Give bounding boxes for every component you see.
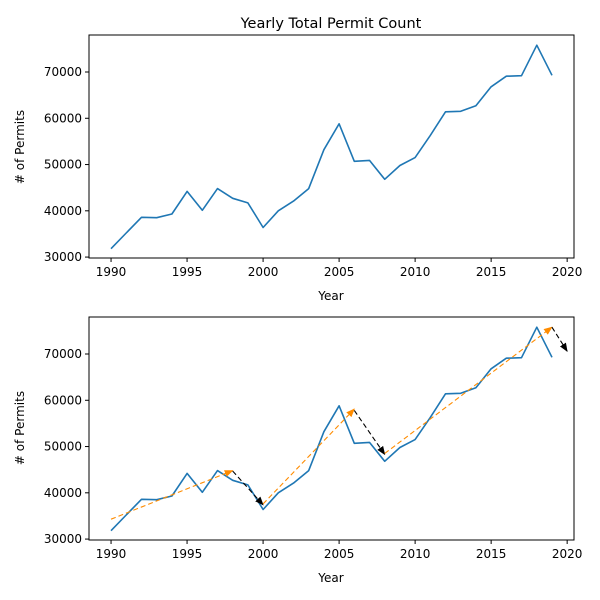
top-chart-data-point [475,105,477,107]
bottom-chart-x-tick-label: 1995 [172,547,203,561]
top-chart-data-point [551,74,553,76]
top-chart-data-point [368,159,370,161]
bottom-chart-data-point [247,484,249,486]
bottom-chart-data-point [551,356,553,358]
top-chart-data-point [155,217,157,219]
bottom-chart-y-tick-label: 40000 [44,486,82,500]
top-chart-data-point [140,216,142,218]
bottom-chart-y-tick-label: 30000 [44,532,82,546]
top-chart-x-tick-label: 2015 [476,265,507,279]
top-chart-data-point [231,197,233,199]
top-chart-data-point [353,160,355,162]
bottom-chart-data-point [353,442,355,444]
bottom-chart-x-tick-label: 2020 [552,547,583,561]
bottom-chart-data-point [399,446,401,448]
top-chart-plot-frame [88,34,575,259]
top-chart-data-point [292,200,294,202]
top-chart-data-point [186,190,188,192]
top-chart-y-tick-label: 70000 [44,65,82,79]
top-chart-data-point [444,111,446,113]
top-chart-data-point [414,156,416,158]
bottom-chart-data-point [307,469,309,471]
bottom-chart-data-point [262,508,264,510]
bottom-chart-data-point [110,530,112,532]
top-chart-data-point [520,75,522,77]
bottom-chart-trend-up-arrow [384,326,553,454]
chart-title: Yearly Total Permit Count [240,16,422,32]
bottom-chart-data-point [384,460,386,462]
top-chart-y-axis-label: # of Permits [13,110,27,184]
top-chart-data-point [323,149,325,151]
bottom-chart-x-axis-label: Year [317,571,343,585]
bottom-chart-y-tick-label: 70000 [44,347,82,361]
top-chart-x-tick-label: 2020 [552,265,583,279]
bottom-chart-x-tick-label: 2010 [400,547,431,561]
top-chart-data-point [429,134,431,136]
top-chart-data-point [110,248,112,250]
bottom-chart-data-point [323,431,325,433]
bottom-chart-data-point [414,438,416,440]
top-chart-x-tick-label: 1995 [172,265,203,279]
bottom-chart-x-tick-label: 2015 [476,547,507,561]
bottom-chart-trend-down-arrow [232,470,264,506]
top-chart-data-point [307,187,309,189]
bottom-chart-trend-down-arrow [551,326,568,352]
top-chart-data-point [247,202,249,204]
top-chart-series-line [110,44,553,250]
top-chart-data-point [490,86,492,88]
top-chart-y-tick-label: 40000 [44,204,82,218]
top-chart-x-axis-label: Year [317,289,343,303]
top-chart-data-point [536,44,538,46]
bottom-chart-y-tick-label: 60000 [44,393,82,407]
bottom-chart-trend-up-arrow [110,470,234,520]
top-chart-data-point [277,210,279,212]
bottom-chart-trend-down-arrow [353,410,386,456]
top-chart-data-point [399,164,401,166]
top-chart-x-tick-label: 2010 [400,265,431,279]
bottom-chart-trend-up-arrow [262,408,355,505]
top-chart-data-point [505,75,507,77]
bottom-chart-y-axis-label: # of Permits [13,391,27,465]
top-chart-data-point [338,123,340,125]
top-chart-data-point [262,226,264,228]
bottom-chart-data-point [490,368,492,370]
bottom-chart-data-point [292,482,294,484]
top-chart-y-tick-label: 30000 [44,250,82,264]
bottom-chart-axes: 1990 1995 2000 2005 2010 2015 2020 30000 40000 50… [44,316,583,561]
bottom-chart-data-point [520,357,522,359]
top-chart-data-point [216,187,218,189]
bottom-chart-x-tick-label: 2005 [324,547,355,561]
top-chart-y-tick-label: 60000 [44,111,82,125]
bottom-chart-data-point [125,514,127,516]
bottom-chart-y-tick-label: 50000 [44,440,82,454]
top-chart-data-point [460,110,462,112]
bottom-chart-data-point [201,491,203,493]
bottom-chart-data-point [277,492,279,494]
top-chart-data-point [171,213,173,215]
bottom-chart-data-point [475,387,477,389]
bottom-chart-data-point [444,393,446,395]
bottom-chart-data-point [231,479,233,481]
bottom-chart-series-line [110,326,553,532]
bottom-chart-data-point [186,472,188,474]
bottom-chart-data-point [140,498,142,500]
bottom-chart-data-point [216,469,218,471]
bottom-chart-data-point [338,405,340,407]
bottom-chart-data-point [505,357,507,359]
bottom-chart-x-tick-label: 2000 [248,547,279,561]
top-chart-data-point [201,209,203,211]
top-chart-x-tick-label: 1990 [96,265,127,279]
bottom-chart-data-point [536,326,538,328]
bottom-chart-data-point [460,392,462,394]
bottom-chart-x-tick-label: 1990 [96,547,127,561]
top-chart-data-point [125,232,127,234]
top-chart-axes: 1990 1995 2000 2005 2010 2015 2020 30000 40000 50… [44,34,583,279]
top-chart-x-tick-label: 2005 [324,265,355,279]
bottom-chart-data-point [368,441,370,443]
top-chart-y-tick-label: 50000 [44,158,82,172]
bottom-chart-plot-frame [88,316,575,541]
top-chart-data-point [384,178,386,180]
top-chart-x-tick-label: 2000 [248,265,279,279]
